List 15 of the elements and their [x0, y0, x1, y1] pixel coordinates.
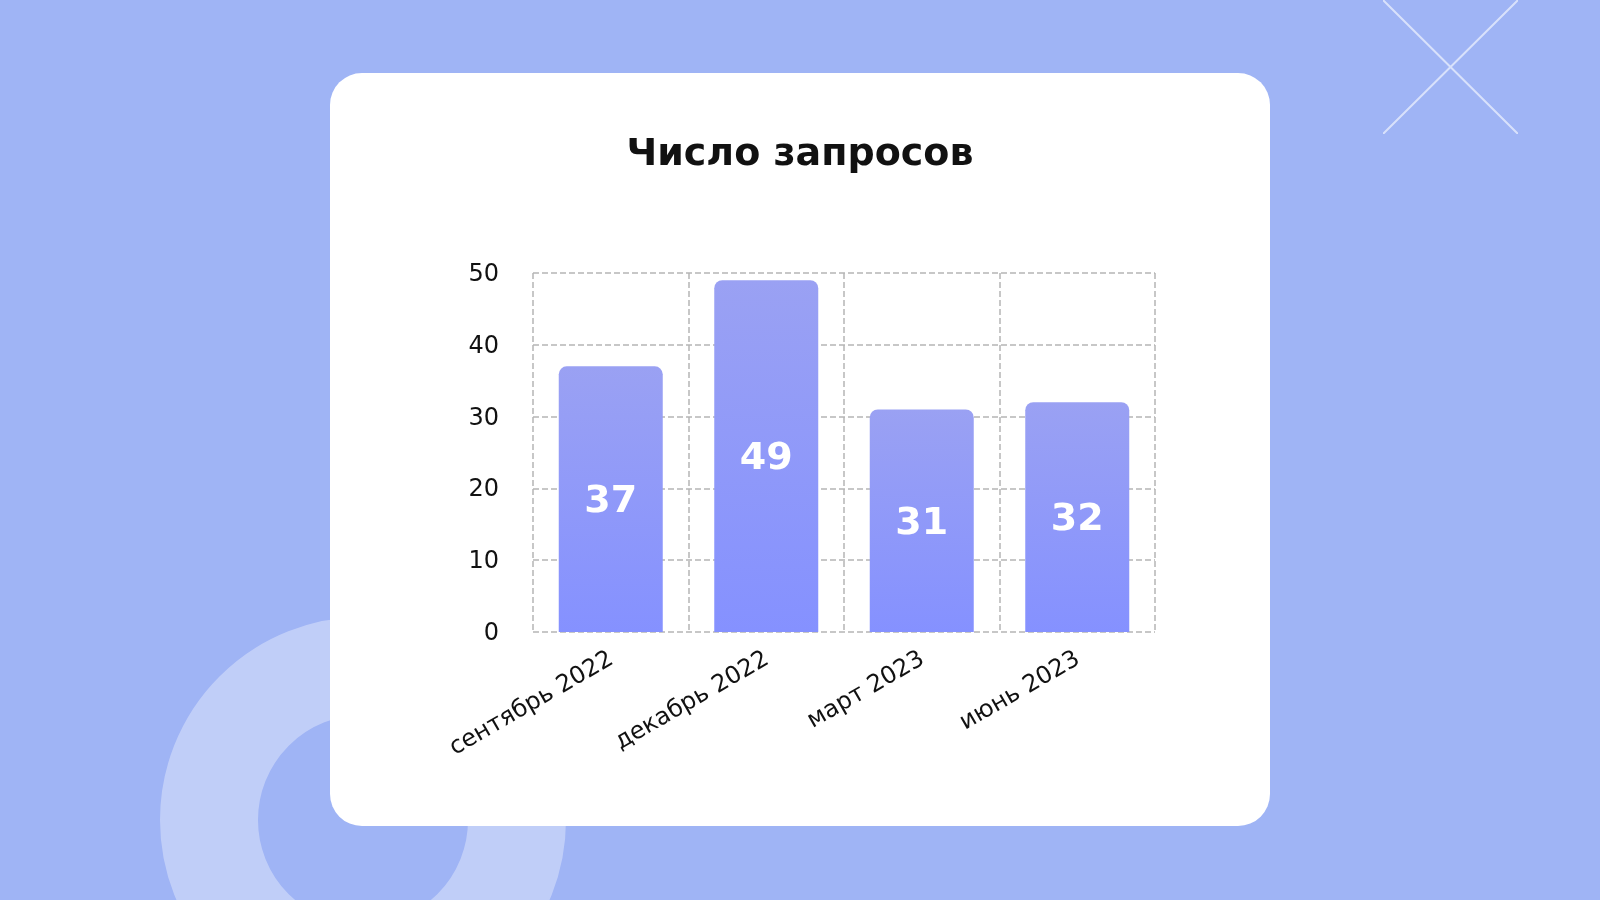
y-tick-label: 0 [483, 618, 499, 646]
data-label: 49 [739, 434, 793, 479]
bar [714, 280, 819, 632]
y-tick-label: 30 [468, 402, 499, 431]
bar [1025, 402, 1130, 632]
y-tick-label: 40 [468, 330, 499, 359]
chart-title: Число запросов [626, 130, 974, 174]
y-tick-label: 20 [468, 474, 499, 503]
data-label: 31 [895, 498, 949, 543]
data-label: 37 [584, 477, 638, 522]
bar [558, 366, 663, 632]
data-label: 32 [1050, 495, 1104, 540]
bar [869, 409, 974, 632]
y-tick-label: 50 [468, 259, 499, 287]
y-tick-label: 10 [468, 546, 499, 575]
